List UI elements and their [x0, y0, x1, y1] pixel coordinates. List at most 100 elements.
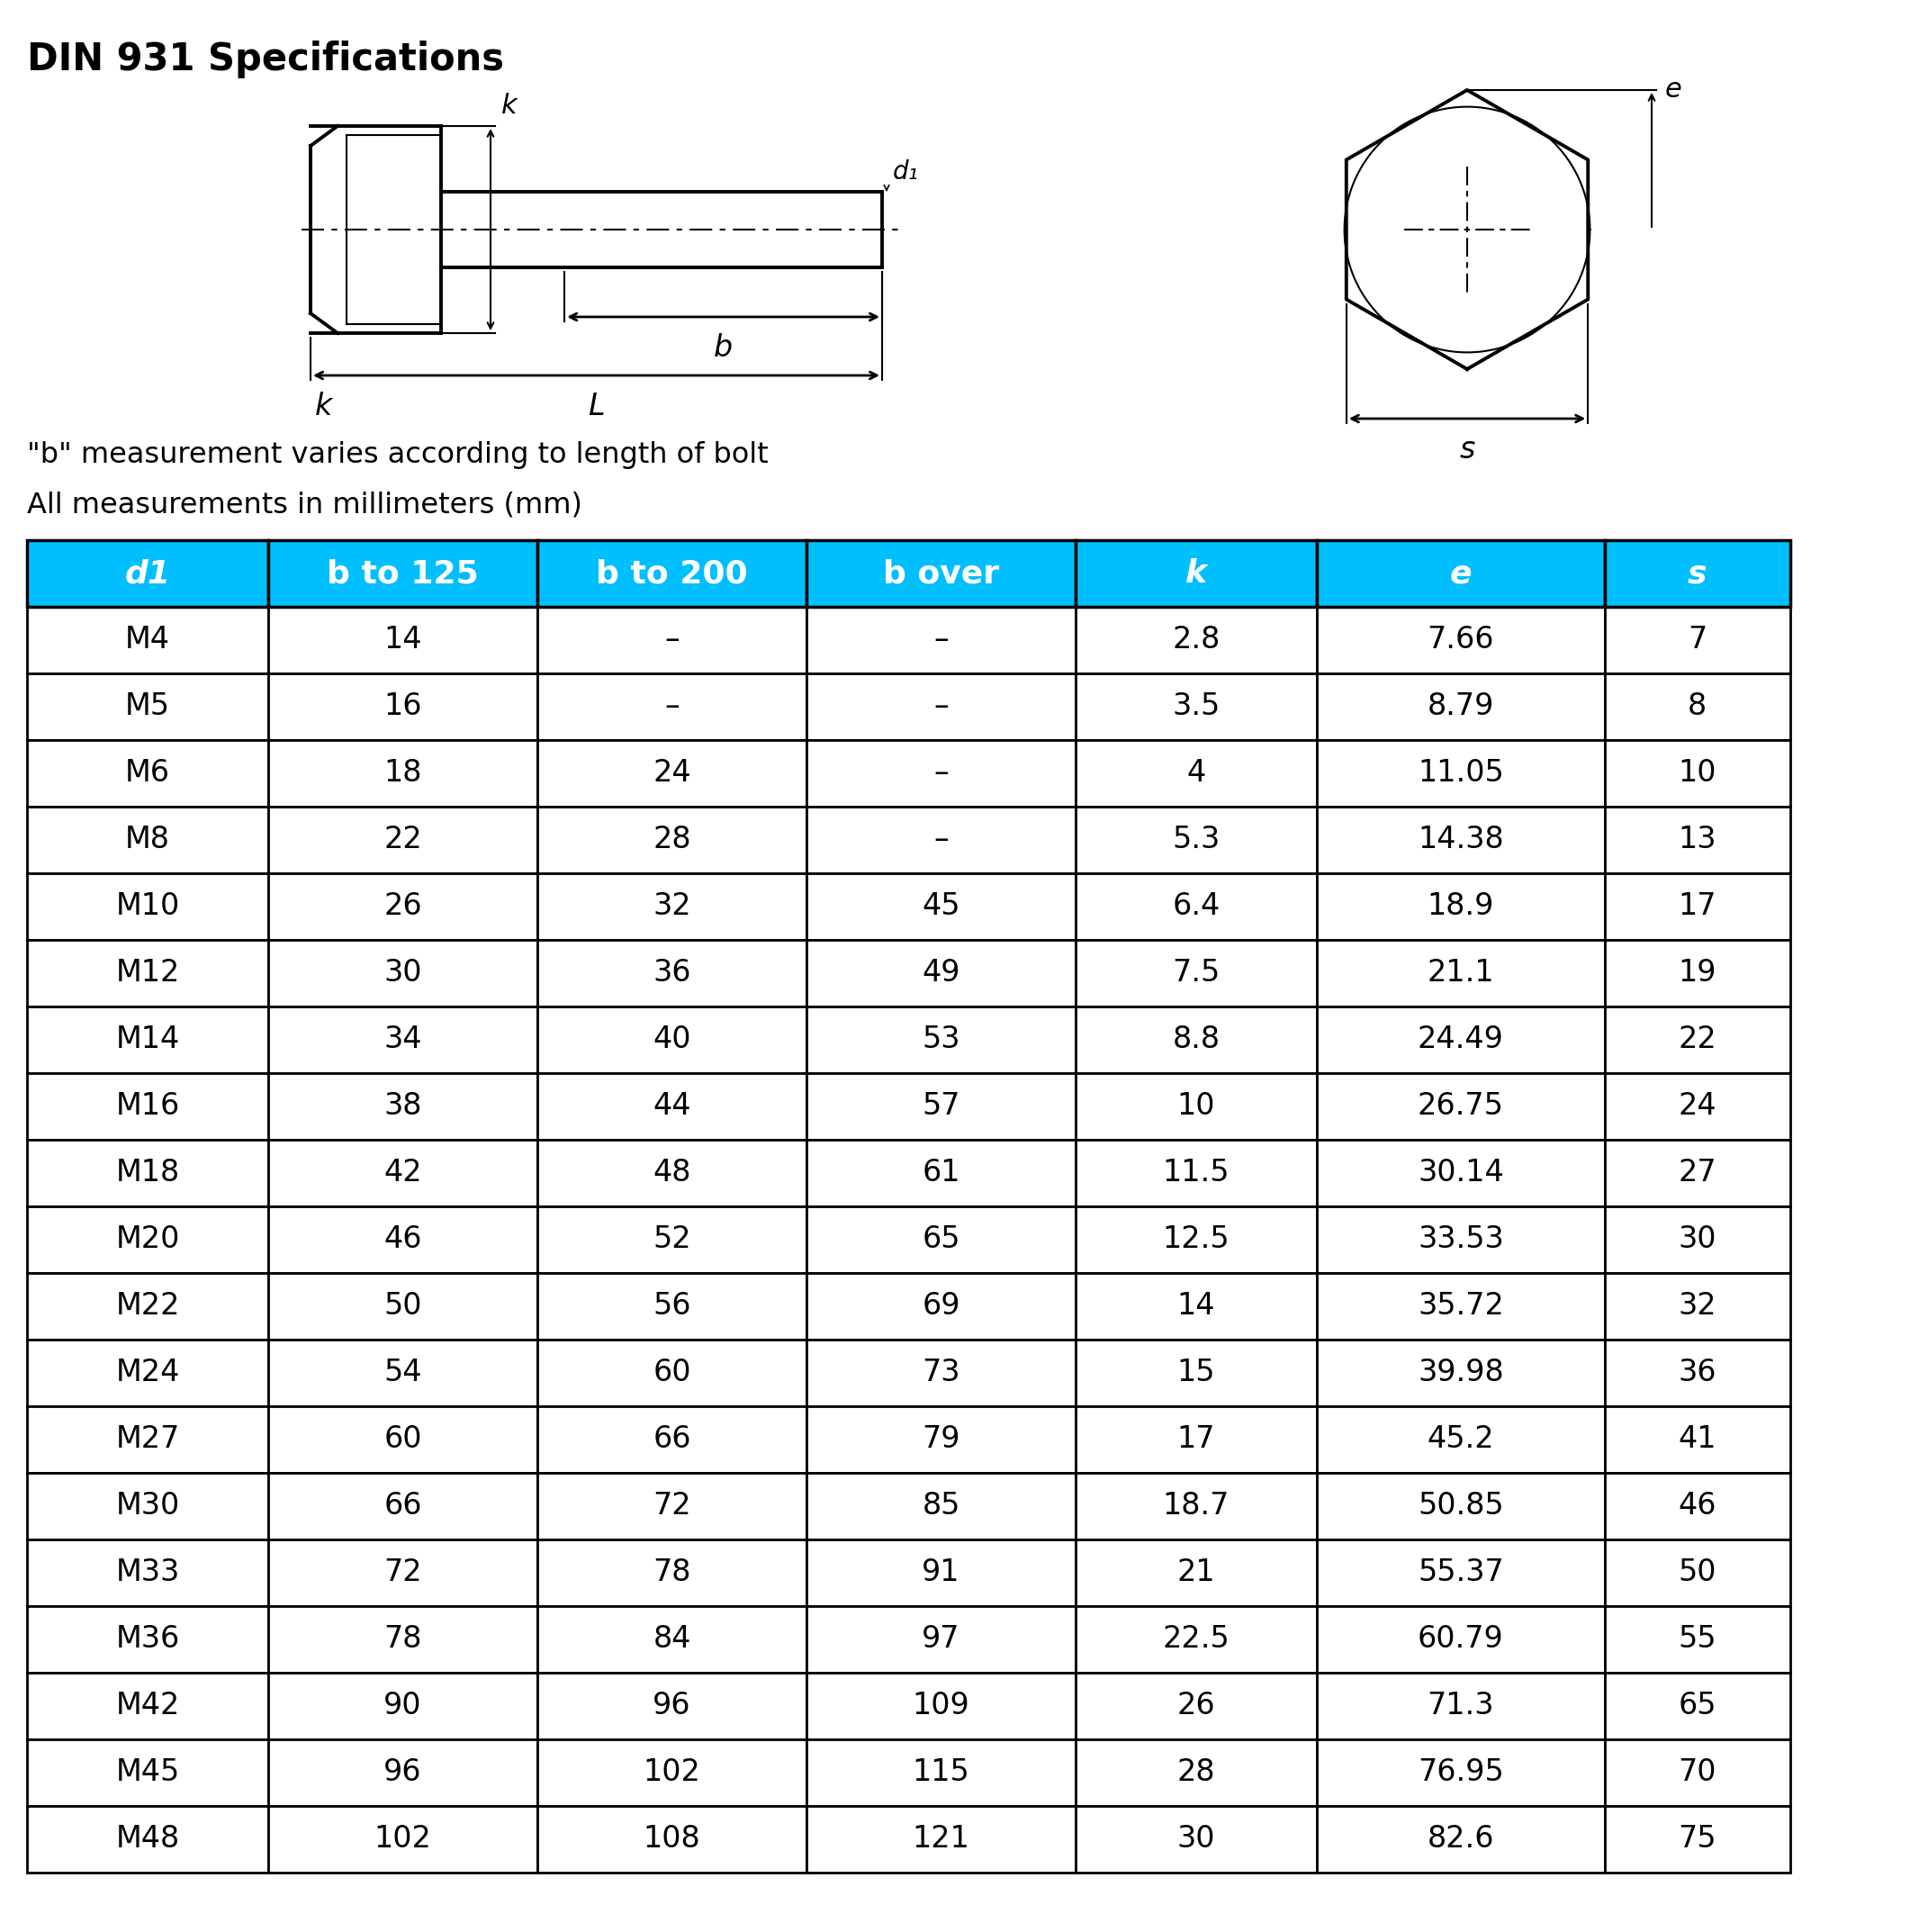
Polygon shape — [1075, 808, 1316, 873]
Polygon shape — [267, 674, 537, 740]
Polygon shape — [537, 808, 806, 873]
Polygon shape — [27, 740, 267, 808]
Text: M4: M4 — [126, 626, 170, 655]
Polygon shape — [1316, 1007, 1604, 1072]
Text: 38: 38 — [384, 1092, 422, 1121]
Text: 96: 96 — [653, 1690, 691, 1721]
Text: 60: 60 — [384, 1424, 422, 1455]
Polygon shape — [537, 607, 806, 674]
Text: 65: 65 — [923, 1225, 961, 1254]
Polygon shape — [1075, 1007, 1316, 1072]
Text: 15: 15 — [1177, 1358, 1215, 1387]
Polygon shape — [1316, 1273, 1604, 1339]
Polygon shape — [1316, 740, 1604, 808]
Text: k: k — [1186, 558, 1207, 589]
Text: M5: M5 — [126, 692, 170, 721]
Text: 30: 30 — [1679, 1225, 1717, 1254]
Polygon shape — [537, 1072, 806, 1140]
Text: 4: 4 — [1186, 759, 1205, 788]
Polygon shape — [1316, 1339, 1604, 1406]
Polygon shape — [537, 1339, 806, 1406]
Polygon shape — [1316, 1140, 1604, 1206]
Text: 35.72: 35.72 — [1417, 1291, 1503, 1321]
Text: 45: 45 — [923, 893, 961, 922]
Polygon shape — [1075, 1739, 1316, 1806]
Polygon shape — [806, 1806, 1075, 1872]
Text: 90: 90 — [384, 1690, 422, 1721]
Polygon shape — [267, 808, 537, 873]
Polygon shape — [537, 1007, 806, 1072]
Text: 26: 26 — [384, 893, 422, 922]
Text: 71.3: 71.3 — [1427, 1690, 1494, 1721]
Text: b to 125: b to 125 — [327, 558, 479, 589]
Polygon shape — [1075, 939, 1316, 1007]
Polygon shape — [806, 740, 1075, 808]
Text: 11.05: 11.05 — [1417, 759, 1503, 788]
Polygon shape — [1075, 1673, 1316, 1739]
Polygon shape — [1316, 1472, 1604, 1540]
Polygon shape — [1075, 541, 1316, 607]
Text: 5.3: 5.3 — [1173, 825, 1220, 854]
Polygon shape — [806, 1072, 1075, 1140]
Text: k: k — [315, 392, 332, 421]
Text: 53: 53 — [923, 1026, 961, 1055]
Text: M6: M6 — [126, 759, 170, 788]
Text: 8.8: 8.8 — [1173, 1026, 1220, 1055]
Text: 109: 109 — [913, 1690, 970, 1721]
Text: 96: 96 — [384, 1758, 422, 1787]
Polygon shape — [27, 1206, 267, 1273]
Text: 57: 57 — [923, 1092, 961, 1121]
Text: 66: 66 — [384, 1492, 422, 1520]
Polygon shape — [267, 1673, 537, 1739]
Polygon shape — [27, 873, 267, 939]
Text: 34: 34 — [384, 1026, 422, 1055]
Text: "b" measurement varies according to length of bolt: "b" measurement varies according to leng… — [27, 440, 768, 469]
Polygon shape — [1604, 1339, 1790, 1406]
Text: 41: 41 — [1679, 1424, 1717, 1455]
Polygon shape — [267, 1206, 537, 1273]
Text: 97: 97 — [923, 1625, 961, 1654]
Polygon shape — [267, 1273, 537, 1339]
Polygon shape — [537, 1406, 806, 1472]
Polygon shape — [537, 740, 806, 808]
Text: 60: 60 — [653, 1358, 691, 1387]
Polygon shape — [806, 808, 1075, 873]
Text: 22: 22 — [1679, 1026, 1717, 1055]
Text: 30.14: 30.14 — [1417, 1157, 1503, 1188]
Text: 22.5: 22.5 — [1163, 1625, 1230, 1654]
Polygon shape — [27, 1339, 267, 1406]
Polygon shape — [1075, 1206, 1316, 1273]
Polygon shape — [27, 1673, 267, 1739]
Text: 36: 36 — [1679, 1358, 1717, 1387]
Text: 17: 17 — [1177, 1424, 1215, 1455]
Polygon shape — [537, 674, 806, 740]
Polygon shape — [1316, 808, 1604, 873]
Polygon shape — [267, 541, 537, 607]
Polygon shape — [27, 541, 267, 607]
Polygon shape — [1075, 1140, 1316, 1206]
Polygon shape — [27, 1739, 267, 1806]
Polygon shape — [1316, 1072, 1604, 1140]
Polygon shape — [1604, 1673, 1790, 1739]
Polygon shape — [1604, 541, 1790, 607]
Polygon shape — [806, 1673, 1075, 1739]
Polygon shape — [1604, 1406, 1790, 1472]
Text: 13: 13 — [1679, 825, 1717, 854]
Polygon shape — [806, 1540, 1075, 1605]
Polygon shape — [806, 1273, 1075, 1339]
Polygon shape — [1075, 1806, 1316, 1872]
Polygon shape — [537, 1806, 806, 1872]
Polygon shape — [267, 1072, 537, 1140]
Polygon shape — [537, 1540, 806, 1605]
Text: 21.1: 21.1 — [1427, 958, 1494, 987]
Text: e: e — [1666, 77, 1683, 102]
Text: –: – — [665, 692, 680, 721]
Text: M30: M30 — [117, 1492, 180, 1520]
Polygon shape — [806, 1007, 1075, 1072]
Text: 18.9: 18.9 — [1427, 893, 1494, 922]
Polygon shape — [267, 1739, 537, 1806]
Polygon shape — [1075, 1339, 1316, 1406]
Polygon shape — [537, 541, 806, 607]
Text: L: L — [588, 392, 605, 421]
Text: 108: 108 — [644, 1824, 701, 1855]
